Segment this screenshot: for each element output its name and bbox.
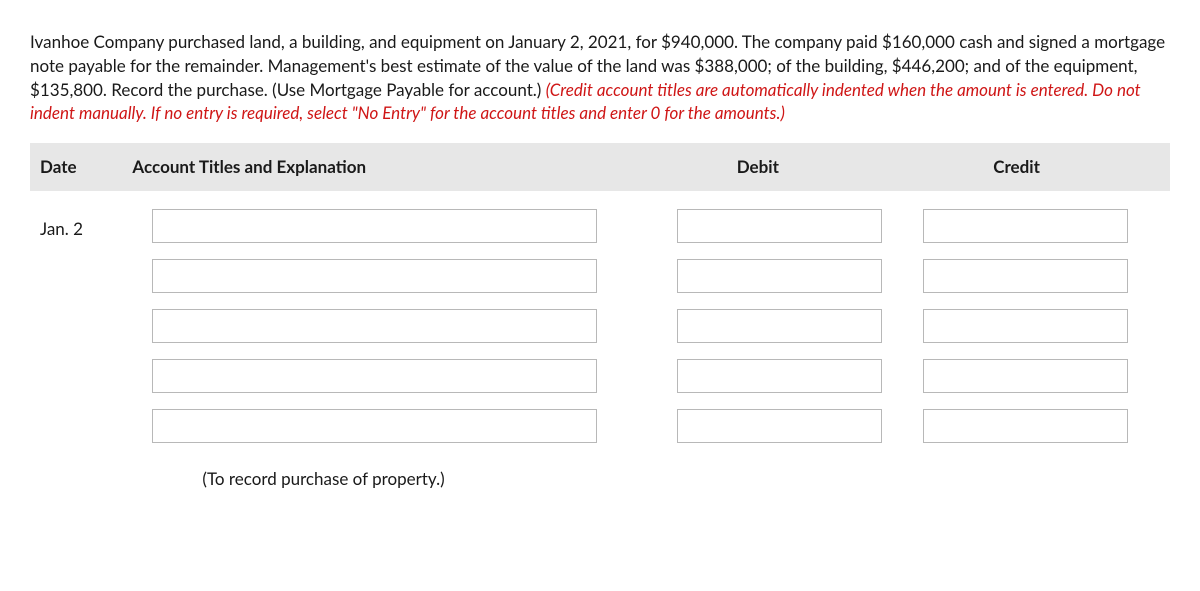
header-debit: Debit [667,143,913,191]
debit-input[interactable] [677,259,882,293]
account-title-input[interactable] [152,209,597,243]
question-text: Ivanhoe Company purchased land, a buildi… [30,30,1170,125]
header-account: Account Titles and Explanation [122,143,666,191]
debit-input[interactable] [677,409,882,443]
credit-input[interactable] [923,359,1128,393]
date-cell: Jan. 2 [30,191,122,251]
credit-input[interactable] [923,309,1128,343]
table-row [30,351,1170,401]
debit-input[interactable] [677,359,882,393]
credit-input[interactable] [923,409,1128,443]
account-title-input[interactable] [152,409,597,443]
memo-text: (To record purchase of property.) [122,451,1170,499]
debit-input[interactable] [677,309,882,343]
account-title-input[interactable] [152,359,597,393]
credit-input[interactable] [923,259,1128,293]
account-title-input[interactable] [152,259,597,293]
account-title-input[interactable] [152,309,597,343]
journal-entry-table: Date Account Titles and Explanation Debi… [30,143,1170,499]
header-date: Date [30,143,122,191]
header-credit: Credit [913,143,1170,191]
debit-input[interactable] [677,209,882,243]
memo-row: (To record purchase of property.) [30,451,1170,499]
credit-input[interactable] [923,209,1128,243]
table-row: Jan. 2 [30,191,1170,251]
table-row [30,251,1170,301]
table-row [30,301,1170,351]
table-header-row: Date Account Titles and Explanation Debi… [30,143,1170,191]
table-row [30,401,1170,451]
